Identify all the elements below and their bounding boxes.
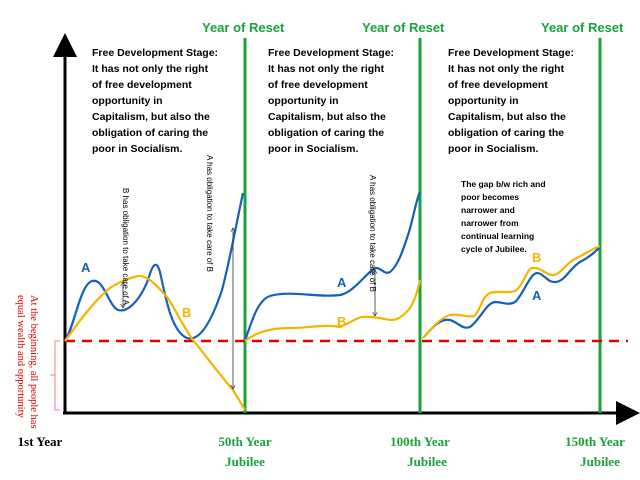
- a-obligation-note-1: A has obligation to take care of B: [205, 155, 214, 272]
- reset-label-100: Year of Reset: [362, 20, 445, 35]
- gap-narrowing-note: The gap b/w rich and poor becomes narrow…: [461, 179, 546, 254]
- curve-a-stage-3: [422, 246, 601, 339]
- curve-b-stage-1: [64, 274, 246, 411]
- stage-description-1: Free Development Stage: It has not only …: [92, 47, 219, 155]
- label-a-1: A: [81, 260, 91, 275]
- x-label-150th-year: 150th Year: [565, 434, 625, 449]
- b-obligation-note: B has obligation to take care of A: [121, 188, 130, 305]
- x-label-1st-year: 1st Year: [17, 434, 63, 449]
- a-obligation-note-2: A has obligation to take care of B: [368, 175, 377, 292]
- label-b-2: B: [337, 314, 347, 329]
- x-label-100th-jubilee: Jubilee: [407, 454, 447, 469]
- beginning-note: At the beginning, all people has equal w…: [15, 295, 39, 429]
- curve-a-stage-2: [243, 191, 422, 342]
- stage-description-3: Free Development Stage: It has not only …: [448, 47, 575, 155]
- curve-b-stage-2: [244, 279, 422, 342]
- x-label-150th-jubilee: Jubilee: [580, 454, 620, 469]
- stage-description-2: Free Development Stage: It has not only …: [268, 47, 395, 155]
- x-label-100th-year: 100th Year: [390, 434, 450, 449]
- beginning-brace: [50, 340, 60, 411]
- x-label-50th-jubilee: Jubilee: [225, 454, 265, 469]
- label-a-3: A: [532, 288, 542, 303]
- reset-label-50: Year of Reset: [202, 20, 285, 35]
- x-label-50th-year: 50th Year: [218, 434, 272, 449]
- curve-a-stage-1: [64, 192, 245, 342]
- label-a-2: A: [337, 275, 347, 290]
- label-b-1: B: [182, 305, 192, 320]
- reset-label-150: Year of Reset: [541, 20, 624, 35]
- curve-b-stage-3: [422, 244, 601, 339]
- label-b-3: B: [532, 250, 542, 265]
